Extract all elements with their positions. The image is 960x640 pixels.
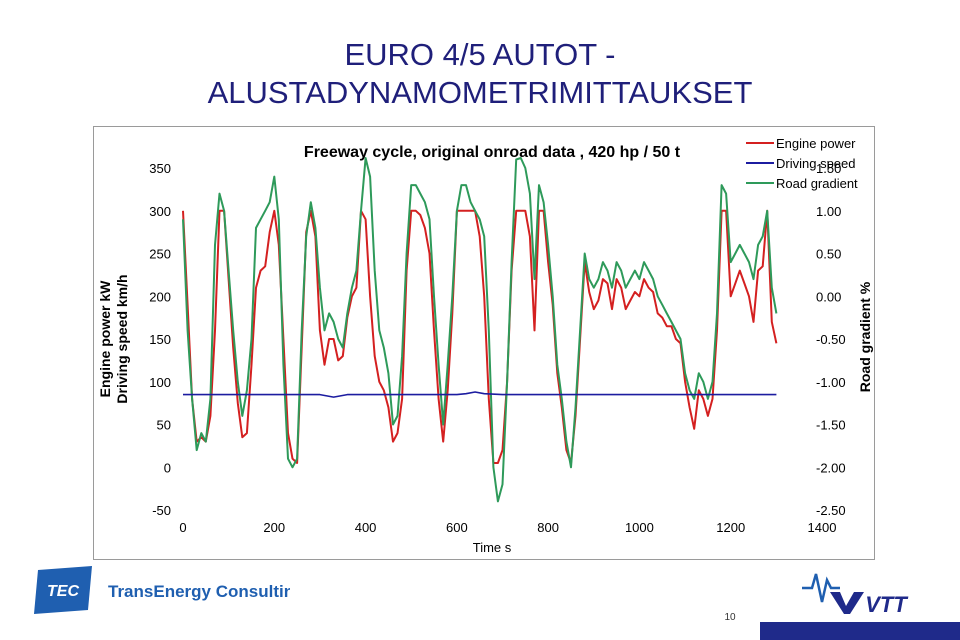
y-left-axis-label-2: Driving speed km/h: [114, 274, 130, 403]
slide-title-line-2: ALUSTADYNAMOMETRIMITTAUKSET: [207, 75, 753, 110]
y-right-tick-label: 1.00: [816, 204, 841, 219]
y-left-tick-label: 150: [149, 332, 171, 347]
transenergy-logo: TEC TransEnergy Consulting: [34, 566, 290, 614]
legend-label: Engine power: [776, 136, 856, 151]
y-right-axis-label: Road gradient %: [857, 281, 873, 392]
y-left-tick-label: 0: [164, 460, 171, 475]
y-left-tick-label: 250: [149, 247, 171, 262]
legend-label: Driving speed: [776, 156, 856, 171]
bottom-band: [760, 622, 960, 640]
slide-title-line-1: EURO 4/5 AUTOT -: [344, 37, 616, 72]
legend-label: Road gradient: [776, 176, 858, 191]
y-right-tick-label: 0.00: [816, 289, 841, 304]
tec-logo-text: TEC: [47, 583, 79, 600]
y-left-tick-label: 300: [149, 204, 171, 219]
chart-frame: Freeway cycle, original onroad data , 42…: [93, 126, 875, 560]
transenergy-name: TransEnergy Consulting: [108, 582, 290, 601]
x-tick-label: 800: [537, 520, 559, 535]
chart-title: Freeway cycle, original onroad data , 42…: [304, 144, 681, 161]
y-left-tick-label: 350: [149, 161, 171, 176]
slide-title: EURO 4/5 AUTOT - ALUSTADYNAMOMETRIMITTAU…: [120, 36, 840, 112]
x-tick-label: 1200: [716, 520, 745, 535]
x-tick-label: 200: [263, 520, 285, 535]
y-right-tick-label: -2.00: [816, 460, 846, 475]
x-tick-label: 1400: [808, 520, 837, 535]
x-tick-label: 600: [446, 520, 468, 535]
vtt-logo: VTT: [802, 573, 908, 617]
series-line-road-gradient: [182, 157, 778, 503]
series-line-engine-power: [182, 209, 778, 464]
y-left-tick-label: 200: [149, 289, 171, 304]
page-number: 10: [724, 612, 736, 623]
vtt-pulse-icon: [802, 573, 840, 603]
y-left-tick-label: 100: [149, 375, 171, 390]
vtt-v-shape: [830, 592, 864, 614]
x-tick-label: 400: [355, 520, 377, 535]
vtt-logo-text: VTT: [865, 592, 908, 617]
y-left-tick-label: 50: [157, 418, 171, 433]
y-right-tick-label: 0.50: [816, 247, 841, 262]
series-line-driving-speed: [183, 391, 777, 398]
y-right-tick-label: -0.50: [816, 332, 846, 347]
y-left-tick-label: -50: [152, 503, 171, 518]
chart-svg: Freeway cycle, original onroad data , 42…: [97, 136, 873, 555]
x-tick-label: 1000: [625, 520, 654, 535]
y-right-tick-label: -2.50: [816, 503, 846, 518]
y-right-tick-label: -1.00: [816, 375, 846, 390]
y-right-tick-label: -1.50: [816, 418, 846, 433]
x-tick-label: 0: [179, 520, 186, 535]
y-right-tick-label: 1.50: [816, 161, 841, 176]
tec-logo-mark: [34, 566, 92, 614]
x-axis-label: Time s: [473, 540, 512, 555]
y-left-axis-label-1: Engine power kW: [97, 280, 113, 397]
